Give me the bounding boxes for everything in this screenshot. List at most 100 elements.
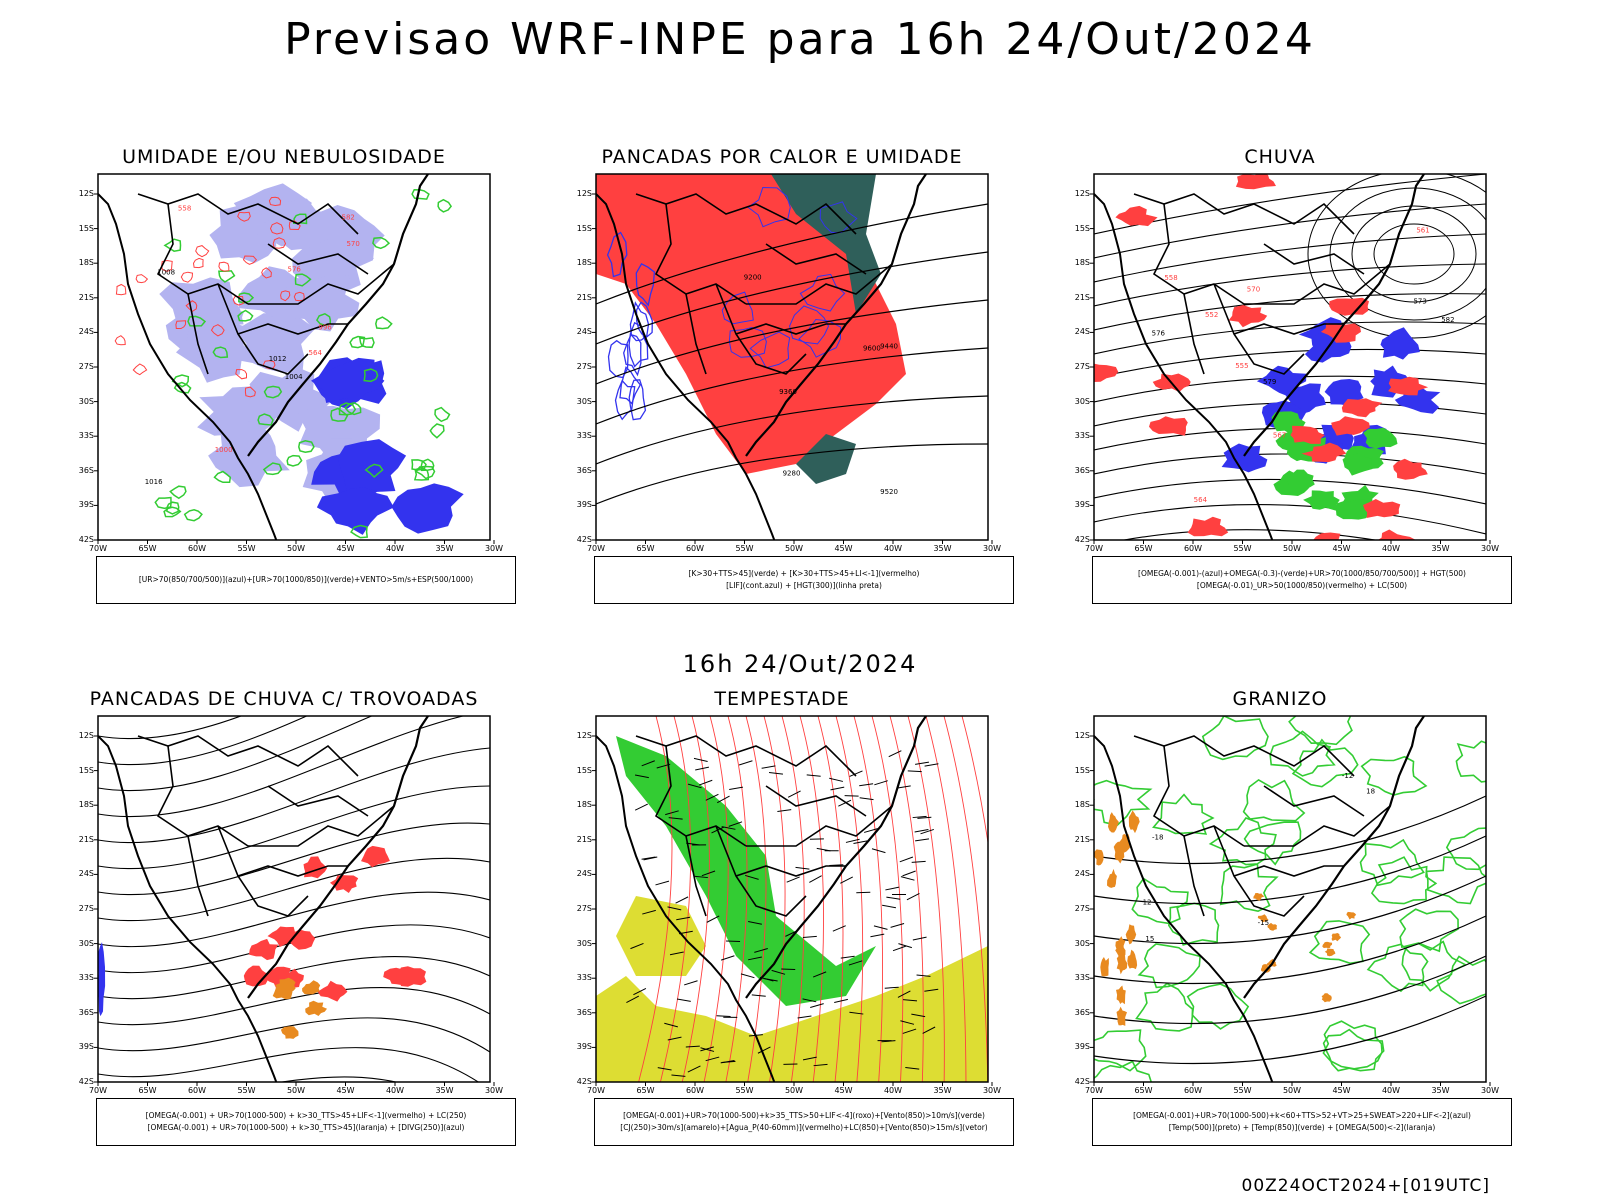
lon-tick-label: 55W	[237, 1086, 256, 1095]
lat-tick-label: 42S	[1074, 1077, 1090, 1086]
lon-tick-label: 55W	[237, 544, 256, 553]
lon-tick-label: 70W	[586, 544, 606, 553]
panel-title: UMIDADE E/OU NEBULOSIDADE	[122, 146, 446, 168]
lat-tick-label: 42S	[576, 1077, 592, 1086]
lat-tick-label: 15S	[1074, 765, 1090, 775]
map-area: 12S 15S 18S 21S 24S 27S 30S 33S 36S 39S 42S 70W 65W 6…	[72, 714, 503, 1095]
lat-tick-label: 39S	[78, 1042, 94, 1052]
contour-label: 579	[1263, 378, 1276, 386]
footer-timestamp: 00Z24OCT2024+[019UTC]	[1241, 1176, 1490, 1196]
lon-tick-label: 60W	[685, 1086, 705, 1095]
lon-tick-label: 60W	[187, 1086, 207, 1095]
lat-tick-label: 15S	[78, 223, 94, 233]
lon-tick-label: 50W	[286, 544, 306, 553]
lon-tick-label: 65W	[1134, 1086, 1153, 1095]
lat-tick-label: 36S	[1074, 1007, 1090, 1017]
lat-tick-label: 30S	[576, 938, 592, 948]
contour-label: 582	[1441, 316, 1454, 324]
lon-tick-label: 50W	[784, 1086, 804, 1095]
legend-box: [OMEGA(-0.001)+UR>70(1000-500)+k<60+TTS>…	[1092, 1098, 1512, 1146]
lon-tick-label: 35W	[435, 1086, 454, 1095]
contour-label: 561	[1416, 226, 1429, 234]
map-area: 12S 15S 18S 21S 24S 27S 30S 33S 36S 39S 42S 70W 65W 6…	[1068, 714, 1499, 1095]
lat-tick-label: 24S	[576, 869, 592, 879]
lon-tick-label: 60W	[1183, 1086, 1203, 1095]
lon-tick-label: 55W	[1233, 544, 1252, 553]
legend-line: [CJ(250)>30m/s](amarelo)+[Agua_P(40-60mm…	[620, 1123, 988, 1132]
lat-tick-label: 39S	[1074, 1042, 1090, 1052]
lat-tick-label: 39S	[576, 500, 592, 510]
contour-label: 570	[346, 240, 359, 248]
lon-tick-label: 35W	[1431, 1086, 1450, 1095]
legend-line: [OMEGA(-0.001) + UR>70(1000-500) + k>30_…	[147, 1123, 465, 1132]
lon-tick-label: 50W	[784, 544, 804, 553]
lat-tick-label: 33S	[78, 431, 94, 441]
lon-tick-label: 45W	[1332, 1086, 1351, 1095]
contour-label: -12	[1342, 772, 1353, 780]
contour-label: 12	[1143, 899, 1152, 907]
lon-tick-label: 55W	[1233, 1086, 1252, 1095]
lat-tick-label: 24S	[576, 327, 592, 337]
map-area: 12S 15S 18S 21S 24S 27S 30S 33S 36S 39S 42S 70W 65W 6…	[1068, 172, 1499, 553]
lon-tick-label: 70W	[586, 1086, 606, 1095]
lon-tick-label: 40W	[883, 1086, 903, 1095]
lat-tick-label: 33S	[1074, 973, 1090, 983]
legend-line: [UR>70(850/700/500)](azul)+[UR>70(1000/8…	[138, 575, 474, 584]
lon-tick-label: 60W	[685, 544, 705, 553]
lat-tick-label: 30S	[1074, 938, 1090, 948]
map-area: 12S 15S 18S 21S 24S 27S 30S 33S 36S 39S 42S 70W 65W 6…	[72, 172, 503, 553]
lat-tick-label: 36S	[78, 1007, 94, 1017]
contour-label: -18	[1152, 834, 1163, 842]
lon-tick-label: 65W	[138, 544, 157, 553]
lon-tick-label: 40W	[883, 544, 903, 553]
lon-tick-label: 50W	[1282, 1086, 1302, 1095]
lat-tick-label: 18S	[78, 258, 94, 268]
lon-tick-label: 50W	[286, 1086, 306, 1095]
contour-label: 582	[342, 213, 355, 221]
lat-tick-label: 33S	[1074, 431, 1090, 441]
lat-tick-label: 36S	[576, 465, 592, 475]
lat-tick-label: 27S	[576, 904, 592, 913]
lat-tick-label: 42S	[78, 535, 94, 544]
map-svg: 9600 9520 9440 9360 9280 9200	[592, 173, 993, 544]
contour-label: 558	[178, 205, 191, 213]
lat-tick-label: 36S	[1074, 465, 1090, 475]
contour-label: 9200	[744, 274, 762, 282]
lat-tick-label: 24S	[1074, 869, 1090, 879]
lon-tick-label: 65W	[636, 1086, 655, 1095]
mid-title: 16h 24/Out/2024	[682, 650, 918, 678]
lat-tick-label: 27S	[78, 362, 94, 371]
lon-tick-label: 70W	[1084, 544, 1104, 553]
legend-box: [OMEGA(-0.001)-(azul)+OMEGA(-0.3)-(verde…	[1092, 556, 1512, 604]
map-svg: 1004 1008 1012 1016 996 1000 582 576 570 564 558	[94, 173, 495, 544]
map-svg: -12 -15 -18 12 15 18	[1090, 715, 1491, 1086]
contour-label: 1008	[157, 269, 175, 277]
legend-line: [LIF](cont.azul) + [HGT(300)](linha pret…	[726, 581, 882, 590]
lat-tick-label: 36S	[78, 465, 94, 475]
contour-label: 564	[1194, 496, 1208, 504]
contour-label: 1012	[269, 355, 287, 363]
contour-label: 576	[1152, 330, 1166, 338]
lat-tick-label: 18S	[1074, 800, 1090, 810]
lat-tick-label: 39S	[1074, 500, 1090, 510]
lon-tick-label: 30W	[1480, 544, 1500, 553]
contour-label: 552	[1205, 311, 1218, 319]
lat-tick-label: 12S	[576, 731, 592, 740]
contour-label: 1000	[215, 446, 233, 454]
contour-label: 9360	[779, 388, 797, 396]
contour-label: 558	[1164, 274, 1177, 282]
panel-title: TEMPESTADE	[714, 688, 850, 710]
contour-label: 1016	[145, 478, 163, 486]
lat-tick-label: 18S	[1074, 258, 1090, 268]
lat-tick-label: 21S	[78, 292, 94, 302]
lat-tick-label: 15S	[576, 223, 592, 233]
lat-tick-label: 27S	[576, 362, 592, 371]
lat-tick-label: 42S	[1074, 535, 1090, 544]
lat-tick-label: 12S	[1074, 189, 1090, 198]
lon-tick-label: 30W	[1480, 1086, 1500, 1095]
legend-box: [OMEGA(-0.001)+UR>70(1000-500)+k>35_TTS>…	[594, 1098, 1014, 1146]
lat-tick-label: 30S	[1074, 396, 1090, 406]
contour-label: 564	[309, 349, 323, 357]
lat-tick-label: 24S	[1074, 327, 1090, 337]
contour-label: 9280	[783, 469, 801, 477]
